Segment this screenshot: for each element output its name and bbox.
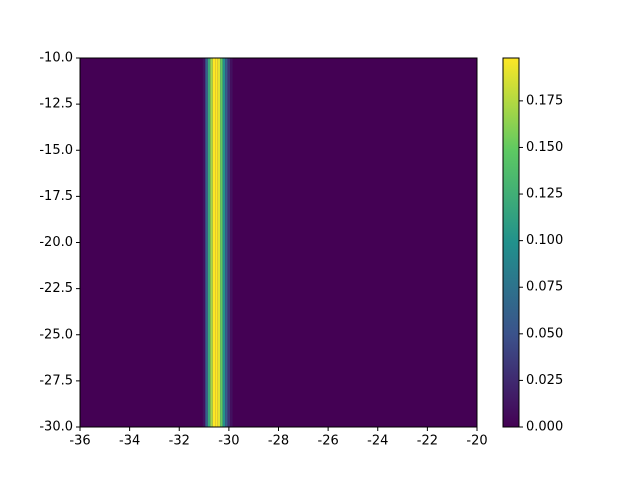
colorbar-tick-label: 0.000 xyxy=(526,420,563,435)
x-tick-label: -24 xyxy=(367,434,388,449)
plot-background xyxy=(80,58,477,427)
heat-cell xyxy=(205,58,208,427)
x-tick-label: -22 xyxy=(417,434,438,449)
x-tick-label: -30 xyxy=(218,434,239,449)
heat-cell xyxy=(217,58,221,427)
colorbar-tick-label: 0.175 xyxy=(526,93,563,108)
colorbar-tick-label: 0.100 xyxy=(526,233,563,248)
heat-cell xyxy=(225,58,228,427)
colorbar-tick-label: 0.025 xyxy=(526,373,563,388)
y-tick-label: -27.5 xyxy=(39,373,73,388)
colorbar-tick-label: 0.150 xyxy=(526,140,563,155)
x-tick-label: -36 xyxy=(69,434,90,449)
colorbar-tick-label: 0.050 xyxy=(526,326,563,341)
heat-cell xyxy=(212,58,216,427)
y-tick-label: -12.5 xyxy=(39,97,73,112)
y-tick-label: -25.0 xyxy=(39,327,73,342)
y-tick-label: -30.0 xyxy=(39,420,73,435)
y-tick-label: -15.0 xyxy=(39,143,73,158)
heat-cell xyxy=(230,58,233,427)
colorbar-tick-label: 0.075 xyxy=(526,280,563,295)
x-tick-label: -20 xyxy=(466,434,487,449)
x-tick-label: -26 xyxy=(318,434,339,449)
colorbar xyxy=(502,57,520,428)
heat-cell xyxy=(222,58,226,427)
heat-cell xyxy=(227,58,231,427)
heat-cell xyxy=(202,58,206,427)
heat-cell xyxy=(215,58,218,427)
y-tick-label: -22.5 xyxy=(39,281,73,296)
x-tick-label: -34 xyxy=(119,434,140,449)
y-tick-label: -17.5 xyxy=(39,189,73,204)
heat-cell xyxy=(207,58,211,427)
colorbar-tick-label: 0.125 xyxy=(526,187,563,202)
x-tick-label: -32 xyxy=(169,434,190,449)
heat-cell xyxy=(210,58,213,427)
x-tick-label: -28 xyxy=(268,434,289,449)
y-tick-label: -10.0 xyxy=(39,51,73,66)
y-tick-label: -20.0 xyxy=(39,235,73,250)
heat-cell xyxy=(220,58,223,427)
